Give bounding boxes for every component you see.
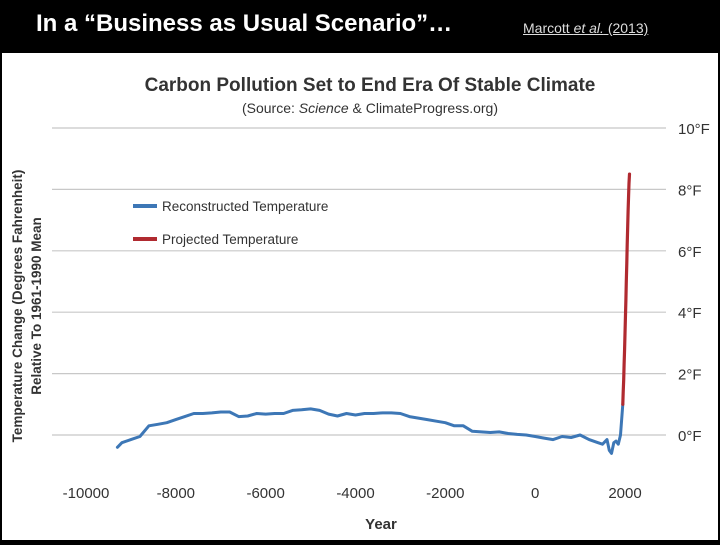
slide-title-bar: In a “Business as Usual Scenario”… Marco… xyxy=(0,0,720,52)
y-tick-label: 2°F xyxy=(678,367,702,384)
citation-link[interactable]: Marcott et al. (2013) xyxy=(523,20,648,36)
series-lines xyxy=(115,172,632,455)
x-axis-label: Year xyxy=(365,516,397,533)
citation-etal: et al. xyxy=(573,20,604,36)
legend-label: Projected Temperature xyxy=(162,232,298,247)
y-tick-label: 10°F xyxy=(678,121,710,138)
y-tick-labels: 0°F 2°F 4°F 6°F 8°F 10°F xyxy=(678,121,710,445)
x-tick-label: -4000 xyxy=(336,485,374,502)
chart-panel: Carbon Pollution Set to End Era Of Stabl… xyxy=(2,53,718,540)
subtitle-sites: & ClimateProgress.org) xyxy=(349,100,498,116)
citation-authors: Marcott xyxy=(523,20,574,36)
chart-legend: Reconstructed Temperature Projected Tempe… xyxy=(133,199,328,247)
x-tick-labels: -10000 -8000 -6000 -4000 -2000 0 2000 xyxy=(63,485,642,502)
reconstructed-temperature-line xyxy=(115,402,625,455)
x-tick-label: -6000 xyxy=(246,485,284,502)
projected-temperature-line xyxy=(621,172,632,406)
y-tick-label: 4°F xyxy=(678,305,702,322)
subtitle-source-label: (Source: xyxy=(242,100,299,116)
chart-subtitle: (Source: Science & ClimateProgress.org) xyxy=(242,100,498,116)
x-tick-label: -2000 xyxy=(426,485,464,502)
citation-year: (2013) xyxy=(603,20,649,36)
x-tick-label: 2000 xyxy=(608,485,641,502)
x-tick-label: -10000 xyxy=(63,485,110,502)
x-tick-label: 0 xyxy=(531,485,539,502)
temperature-chart: Carbon Pollution Set to End Era Of Stabl… xyxy=(10,75,710,533)
chart-title: Carbon Pollution Set to End Era Of Stabl… xyxy=(145,75,596,96)
subtitle-journal: Science xyxy=(299,100,349,116)
x-tick-label: -8000 xyxy=(157,485,195,502)
y-axis-label-secondary: Relative To 1961-1990 Mean xyxy=(29,217,44,395)
slide-title: In a “Business as Usual Scenario”… xyxy=(36,10,453,37)
y-axis-label: Temperature Change (Degrees Fahrenheit) xyxy=(10,170,25,443)
grid-lines xyxy=(52,127,666,436)
y-tick-label: 6°F xyxy=(678,244,702,261)
y-tick-label: 8°F xyxy=(678,182,702,199)
y-tick-label: 0°F xyxy=(678,428,702,445)
legend-label: Reconstructed Temperature xyxy=(162,199,328,214)
